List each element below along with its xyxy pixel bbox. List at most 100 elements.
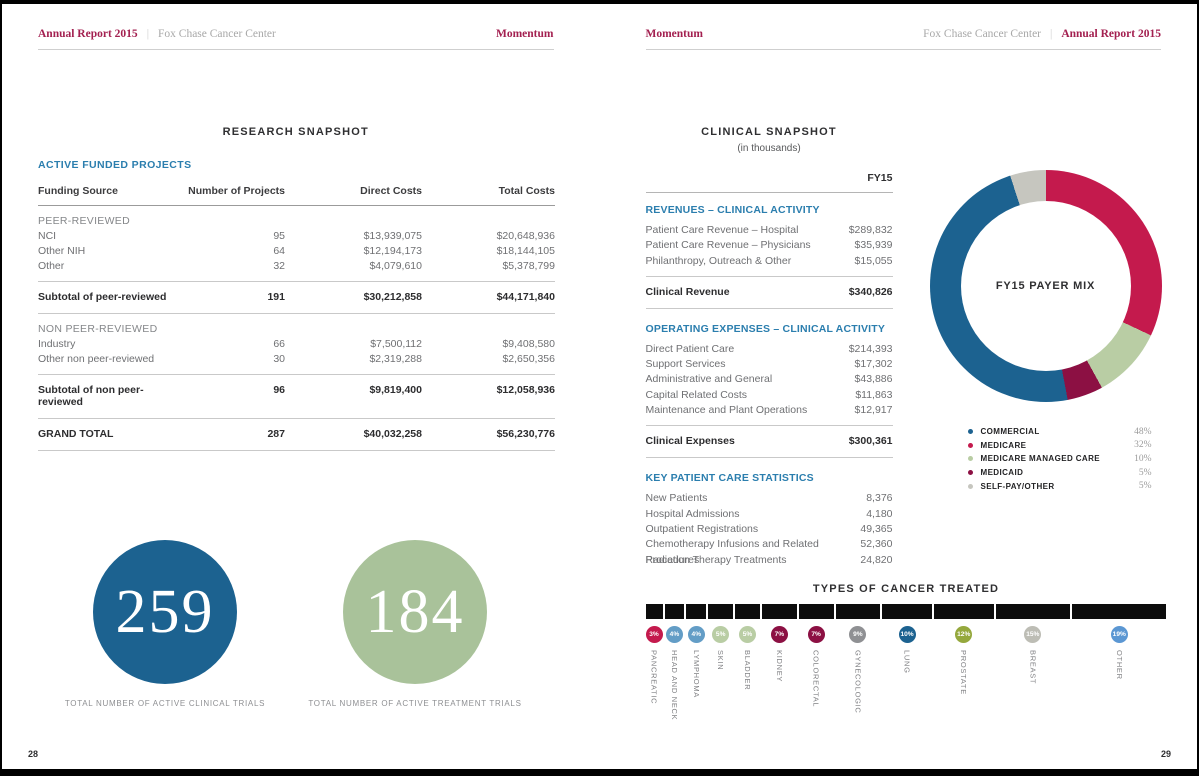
row-value: $11,863 bbox=[855, 388, 893, 401]
stat-caption: TOTAL NUMBER OF ACTIVE CLINICAL TRIALS bbox=[64, 699, 266, 708]
row-value: $12,917 bbox=[854, 404, 893, 417]
row-value: 52,360 bbox=[860, 538, 893, 551]
clinical-snapshot-subtitle: (in thousands) bbox=[737, 143, 801, 154]
fiscal-year-label: FY15 bbox=[645, 172, 893, 193]
percent-badge: 12% bbox=[955, 626, 973, 643]
cancer-category: 4% HEAD AND NECK bbox=[664, 604, 685, 740]
percent-badge: 5% bbox=[739, 626, 757, 643]
org-name: Fox Chase Cancer Center bbox=[158, 28, 276, 40]
legend-item: MEDICARE 32% bbox=[967, 439, 1152, 453]
cell: $12,058,936 bbox=[496, 384, 555, 396]
bar-segment bbox=[995, 604, 1071, 619]
clinical-trials-count: 259 bbox=[115, 577, 215, 646]
row-label: Administrative and General bbox=[645, 373, 773, 386]
row-value: $35,939 bbox=[854, 239, 893, 252]
cell: $20,648,936 bbox=[496, 230, 555, 242]
cell: NCI bbox=[38, 230, 57, 242]
legend-value: 10% bbox=[1134, 453, 1152, 464]
category-label: OTHER bbox=[1114, 650, 1124, 680]
cancer-types-bar-chart: 3% PANCREATIC 4% HEAD AND NECK 4% LYMPHOMA 5% S… bbox=[645, 604, 1167, 740]
legend-label: MEDICARE MANAGED CARE bbox=[980, 454, 1101, 464]
cell: $4,079,610 bbox=[369, 260, 422, 272]
cancer-category: 7% COLORECTAL bbox=[798, 604, 834, 740]
total-label: Clinical Expenses bbox=[645, 435, 735, 448]
table-row: NCI 95 $13,939,075 $20,648,936 bbox=[38, 229, 555, 244]
bar-segment bbox=[761, 604, 797, 619]
financial-row: Patient Care Revenue – Hospital $289,832 bbox=[646, 223, 893, 238]
section-label: PEER-REVIEWED bbox=[38, 215, 130, 227]
bar-segment bbox=[645, 604, 663, 619]
donut-center-label: FY15 PAYER MIX bbox=[995, 280, 1096, 292]
financial-row: Direct Patient Care $214,393 bbox=[646, 342, 893, 357]
row-value: 4,180 bbox=[866, 507, 893, 520]
table-row: Industry 66 $7,500,112 $9,408,580 bbox=[38, 337, 555, 352]
bar-segment bbox=[798, 604, 834, 619]
row-label: Support Services bbox=[645, 358, 726, 371]
cell: 287 bbox=[267, 428, 285, 440]
percent-badge: 19% bbox=[1110, 626, 1128, 643]
financial-row: Administrative and General $43,886 bbox=[646, 372, 893, 387]
financial-row: Support Services $17,302 bbox=[646, 357, 893, 372]
row-label: New Patients bbox=[645, 492, 708, 505]
stat-circle: 184 bbox=[343, 540, 487, 684]
cancer-category: 3% PANCREATIC bbox=[645, 604, 663, 740]
cell: $5,378,799 bbox=[502, 260, 555, 272]
cell: Other NIH bbox=[38, 245, 86, 257]
cell: 96 bbox=[273, 384, 285, 396]
cell: Subtotal of non peer-reviewed bbox=[38, 384, 144, 408]
legend-dot bbox=[967, 442, 973, 448]
cancer-category: 5% SKIN bbox=[708, 604, 734, 740]
cancer-category: 5% BLADDER bbox=[735, 604, 760, 740]
cancer-category: 9% GYNECOLOGIC bbox=[835, 604, 881, 740]
category-label: PANCREATIC bbox=[649, 650, 659, 705]
legend-dot bbox=[967, 456, 973, 462]
percent-badge: 3% bbox=[645, 626, 663, 643]
legend-dot bbox=[967, 483, 973, 489]
section-label: NON PEER-REVIEWED bbox=[38, 323, 158, 335]
cell: 32 bbox=[273, 260, 285, 272]
cell: $44,171,840 bbox=[496, 291, 555, 303]
category-label: LYMPHOMA bbox=[691, 650, 701, 698]
stat-row: Radiation Therapy Treatments 24,820 bbox=[646, 553, 893, 568]
page-left: Annual Report 2015 | Fox Chase Cancer Cent… bbox=[2, 4, 600, 769]
total-label: Clinical Revenue bbox=[645, 285, 730, 298]
cell: Other non peer-reviewed bbox=[38, 353, 155, 365]
table-row: Other 32 $4,079,610 $5,378,799 bbox=[38, 259, 555, 274]
legend-item: MEDICARE MANAGED CARE 10% bbox=[967, 452, 1152, 466]
percent-badge: 9% bbox=[849, 626, 867, 643]
percent-badge: 7% bbox=[770, 626, 788, 643]
funded-projects-table: Funding Source Number of Projects Direct… bbox=[38, 185, 555, 451]
legend-label: MEDICAID bbox=[980, 468, 1024, 478]
table-row: Other NIH 64 $12,194,173 $18,144,105 bbox=[38, 244, 555, 259]
subtotal-row: Subtotal of peer-reviewed 191 $30,212,85… bbox=[38, 281, 555, 314]
research-snapshot-title: RESEARCH SNAPSHOT bbox=[222, 126, 369, 138]
financial-row: Capital Related Costs $11,863 bbox=[646, 388, 893, 403]
table-row: Other non peer-reviewed 30 $2,319,288 $2… bbox=[38, 352, 555, 367]
percent-badge: 5% bbox=[712, 626, 730, 643]
row-label: Maintenance and Plant Operations bbox=[645, 404, 808, 417]
stat-row: Hospital Admissions 4,180 bbox=[646, 507, 893, 522]
treatment-trials-count: 184 bbox=[365, 577, 465, 646]
stat-caption: TOTAL NUMBER OF ACTIVE TREATMENT TRIALS bbox=[308, 699, 522, 708]
cell: Other bbox=[38, 260, 65, 272]
cell: Industry bbox=[38, 338, 76, 350]
percent-badge: 7% bbox=[807, 626, 825, 643]
row-label: Patient Care Revenue – Hospital bbox=[645, 224, 799, 236]
legend-label: COMMERCIAL bbox=[980, 427, 1040, 437]
cell: $2,650,356 bbox=[502, 353, 555, 365]
legend-value: 5% bbox=[1138, 467, 1152, 478]
row-label: Direct Patient Care bbox=[645, 342, 735, 355]
row-value: 8,376 bbox=[866, 492, 893, 505]
cell: GRAND TOTAL bbox=[38, 428, 114, 440]
category-label: BREAST bbox=[1028, 650, 1038, 685]
report-title: Annual Report 2015 bbox=[1061, 28, 1161, 40]
cell: $9,408,580 bbox=[502, 338, 555, 350]
category-label: KIDNEY bbox=[774, 650, 784, 683]
bar-segment bbox=[708, 604, 734, 619]
cancer-category: 15% BREAST bbox=[995, 604, 1071, 740]
legend-item: MEDICAID 5% bbox=[967, 466, 1152, 480]
cancer-category: 10% LUNG bbox=[882, 604, 932, 740]
clinical-revenue-total: Clinical Revenue $340,826 bbox=[645, 275, 893, 309]
bar-segment bbox=[882, 604, 932, 619]
